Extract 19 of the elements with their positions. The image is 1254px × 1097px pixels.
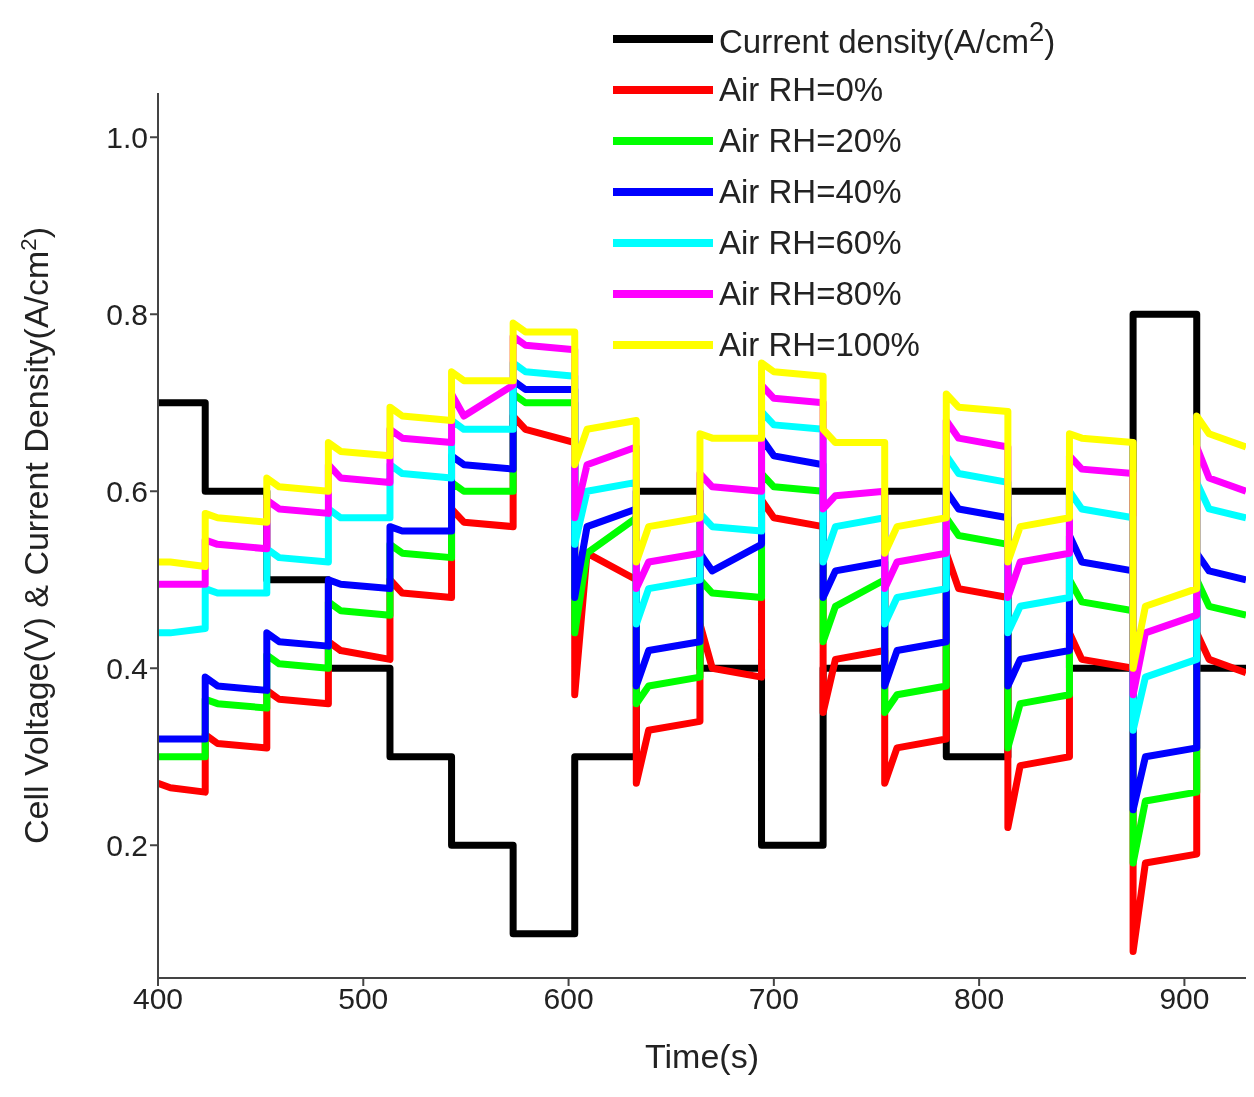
legend-label: Air RH=40% xyxy=(719,172,902,211)
legend-label: Air RH=0% xyxy=(719,70,884,109)
x-tick-label: 700 xyxy=(748,982,799,1016)
x-tick-label: 400 xyxy=(132,982,184,1016)
legend-label: Air RH=80% xyxy=(719,274,902,313)
x-tick-label: 800 xyxy=(954,982,1005,1016)
legend-label: Air RH=60% xyxy=(719,223,902,262)
y-tick-label: 0.6 xyxy=(106,474,148,508)
legend-label: Air RH=100% xyxy=(719,325,920,364)
y-tick-label: 0.8 xyxy=(106,297,148,331)
y-tick-label: 1.0 xyxy=(106,120,148,154)
legend-label: Current density(A/cm$^{2}$) xyxy=(719,16,1056,61)
x-tick-label: 600 xyxy=(543,982,594,1016)
y-tick-label: 0.2 xyxy=(106,828,148,862)
x-axis-title: Time(s) xyxy=(645,1037,759,1075)
x-tick-label: 900 xyxy=(1159,982,1210,1016)
y-tick-label: 0.4 xyxy=(106,651,148,685)
legend-label: Air RH=20% xyxy=(719,121,902,160)
x-tick-label: 500 xyxy=(338,982,389,1016)
